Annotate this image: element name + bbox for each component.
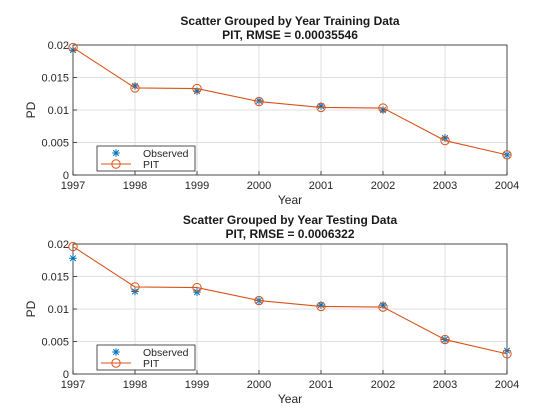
x-tick-label: 1997 [61,379,85,391]
data-point [502,150,512,160]
data-point [255,97,263,105]
data-point [69,254,77,263]
data-point [316,102,326,113]
data-point [379,301,387,309]
data-point [440,334,450,345]
y-tick-label: 0.015 [41,73,69,85]
x-tick-label: 2004 [495,180,519,192]
data-point [317,102,325,110]
x-tick-label: 2003 [433,180,457,192]
x-axis-label: Year [278,392,302,406]
data-point [317,301,325,309]
data-point [130,282,140,292]
x-tick-label: 1997 [61,180,85,192]
data-point [378,103,388,113]
legend-marker [111,358,121,368]
chart-subtitle: PIT, RMSE = 0.0006322 [225,227,354,241]
legend-box [96,145,196,172]
x-tick-label: 2003 [433,379,457,391]
x-tick-label: 1998 [123,379,147,391]
series-pit [68,42,512,160]
series-line [72,246,508,355]
data-point [254,295,264,306]
y-tick-label: 0.01 [48,105,69,117]
data-point [131,82,139,90]
x-tick-label: 2001 [309,180,333,192]
data-point [254,96,264,107]
data-point [130,83,140,93]
chart-title: Scatter Grouped by Year Testing Data [183,213,398,227]
data-point [379,106,387,114]
legend-label: PIT [143,358,160,370]
y-tick-label: 0 [63,170,69,182]
x-tick-label: 2000 [247,180,271,192]
legend-box [96,344,196,371]
x-tick-label: 2000 [247,379,271,391]
chart-title: Scatter Grouped by Year Training Data [180,14,400,28]
y-tick-label: 0.02 [48,239,69,251]
chart-2: 1997 1998 1999 2000 2001 2002 2003 2004 0 0.005 0.… [24,213,519,406]
y-tick-label: 0.015 [41,272,69,284]
x-tick-label: 2002 [371,180,395,192]
data-point [316,301,326,312]
data-point [503,346,511,355]
x-tick-label: 2001 [309,379,333,391]
y-axis-label: PD [24,300,38,317]
y-tick-label: 0.005 [41,337,69,349]
x-tick-label: 1998 [123,180,147,192]
data-point [68,241,78,252]
y-tick-label: 0.005 [41,138,69,150]
data-point [378,302,388,312]
series-line [72,47,508,156]
data-point [440,135,450,146]
y-axis-label: PD [24,101,38,118]
y-tick-label: 0.01 [48,304,69,316]
data-point [69,46,77,54]
series-observed [69,46,511,159]
legend-marker [112,149,120,157]
series-pit [68,241,512,359]
data-point [192,282,202,293]
data-point [502,349,512,359]
x-tick-label: 1999 [185,379,209,391]
x-axis-label: Year [278,193,302,207]
legend-label: Observed [143,148,189,160]
x-tick-label: 1999 [185,180,209,192]
y-tick-label: 0 [63,369,69,381]
legend-marker [112,348,120,356]
chart-subtitle: PIT, RMSE = 0.00035546 [222,28,358,42]
x-tick-label: 2002 [371,379,395,391]
legend-marker [111,159,121,169]
y-tick-label: 0.02 [48,40,69,52]
data-point [68,42,78,53]
x-tick-label: 2004 [495,379,519,391]
legend-label: Observed [143,347,189,359]
data-point [192,83,202,94]
chart-1: 1997 1998 1999 2000 2001 2002 2003 2004 0 0.005 0.… [24,14,519,207]
legend-label: PIT [143,159,160,171]
data-point [441,134,449,142]
data-point [193,87,201,95]
